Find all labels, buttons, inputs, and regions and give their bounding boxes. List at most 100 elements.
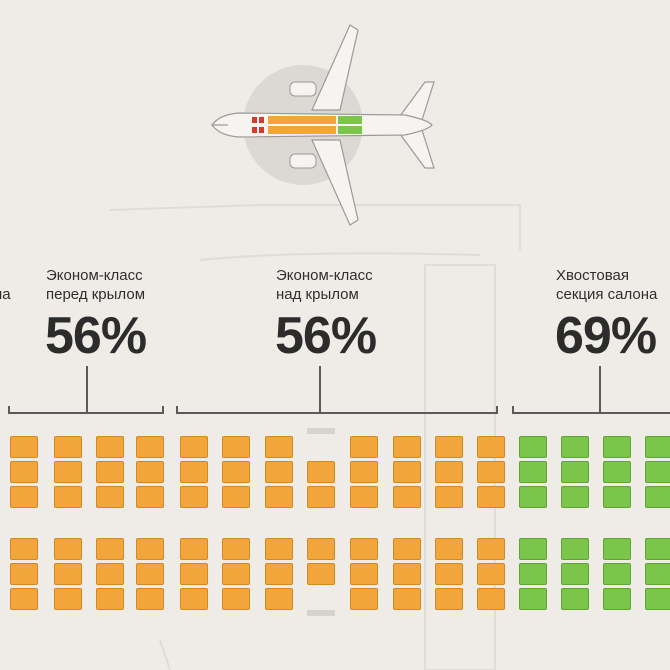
seat[interactable] (561, 461, 589, 483)
seat[interactable] (645, 538, 670, 560)
seat[interactable] (307, 486, 335, 508)
seat[interactable] (477, 436, 505, 458)
seat[interactable] (10, 563, 38, 585)
seat[interactable] (10, 461, 38, 483)
seat[interactable] (350, 588, 378, 610)
seat[interactable] (10, 486, 38, 508)
seat[interactable] (222, 461, 250, 483)
seat[interactable] (136, 461, 164, 483)
seat[interactable] (180, 486, 208, 508)
seat[interactable] (603, 538, 631, 560)
seat[interactable] (54, 461, 82, 483)
seat[interactable] (222, 538, 250, 560)
seat[interactable] (603, 461, 631, 483)
seat[interactable] (350, 436, 378, 458)
seat[interactable] (265, 538, 293, 560)
seat[interactable] (180, 436, 208, 458)
seat[interactable] (519, 461, 547, 483)
seat[interactable] (645, 486, 670, 508)
seat[interactable] (519, 486, 547, 508)
seat[interactable] (435, 538, 463, 560)
seat[interactable] (350, 461, 378, 483)
seat-group-economy (435, 436, 463, 511)
seat[interactable] (96, 538, 124, 560)
seat[interactable] (180, 563, 208, 585)
seat-group-tail (645, 538, 670, 613)
seat[interactable] (561, 538, 589, 560)
seat[interactable] (54, 563, 82, 585)
seat-group-economy (435, 538, 463, 613)
seat[interactable] (265, 461, 293, 483)
seat[interactable] (603, 436, 631, 458)
seat[interactable] (519, 436, 547, 458)
seat[interactable] (222, 486, 250, 508)
seat[interactable] (645, 436, 670, 458)
seat[interactable] (96, 486, 124, 508)
seat[interactable] (561, 486, 589, 508)
seat[interactable] (222, 436, 250, 458)
seat[interactable] (54, 538, 82, 560)
seat[interactable] (477, 486, 505, 508)
seat[interactable] (477, 461, 505, 483)
seat[interactable] (393, 486, 421, 508)
seat[interactable] (307, 461, 335, 483)
seat[interactable] (307, 538, 335, 560)
seat[interactable] (645, 563, 670, 585)
seat[interactable] (307, 563, 335, 585)
seat-group-economy (307, 461, 335, 511)
seat[interactable] (265, 436, 293, 458)
seat[interactable] (54, 486, 82, 508)
seat[interactable] (561, 436, 589, 458)
seat[interactable] (136, 588, 164, 610)
seat[interactable] (136, 436, 164, 458)
seat[interactable] (393, 563, 421, 585)
seat-group-economy (180, 538, 208, 613)
seat[interactable] (477, 538, 505, 560)
seat[interactable] (10, 538, 38, 560)
seat[interactable] (54, 436, 82, 458)
seat[interactable] (222, 563, 250, 585)
seat[interactable] (265, 486, 293, 508)
seat[interactable] (603, 486, 631, 508)
seat[interactable] (603, 563, 631, 585)
seat[interactable] (477, 588, 505, 610)
seat[interactable] (265, 563, 293, 585)
seat[interactable] (180, 588, 208, 610)
seat[interactable] (435, 486, 463, 508)
seat[interactable] (136, 563, 164, 585)
seat[interactable] (435, 436, 463, 458)
seat[interactable] (10, 436, 38, 458)
seat[interactable] (10, 588, 38, 610)
seat[interactable] (435, 588, 463, 610)
seat[interactable] (54, 588, 82, 610)
seat[interactable] (96, 563, 124, 585)
seat[interactable] (350, 563, 378, 585)
seat[interactable] (180, 461, 208, 483)
seat[interactable] (222, 588, 250, 610)
seat[interactable] (645, 461, 670, 483)
seat[interactable] (265, 588, 293, 610)
seat[interactable] (393, 538, 421, 560)
seat[interactable] (350, 486, 378, 508)
seat[interactable] (561, 563, 589, 585)
seat[interactable] (96, 436, 124, 458)
seat[interactable] (393, 588, 421, 610)
seat[interactable] (603, 588, 631, 610)
seat[interactable] (645, 588, 670, 610)
seat[interactable] (136, 538, 164, 560)
seat[interactable] (393, 436, 421, 458)
seat[interactable] (519, 563, 547, 585)
seat[interactable] (519, 538, 547, 560)
seat[interactable] (350, 538, 378, 560)
seat[interactable] (435, 563, 463, 585)
seat[interactable] (477, 563, 505, 585)
seat[interactable] (393, 461, 421, 483)
seat[interactable] (435, 461, 463, 483)
seat[interactable] (96, 588, 124, 610)
seat[interactable] (136, 486, 164, 508)
seat-group-economy (222, 538, 250, 613)
seat[interactable] (561, 588, 589, 610)
seat[interactable] (96, 461, 124, 483)
seat[interactable] (519, 588, 547, 610)
seat[interactable] (180, 538, 208, 560)
